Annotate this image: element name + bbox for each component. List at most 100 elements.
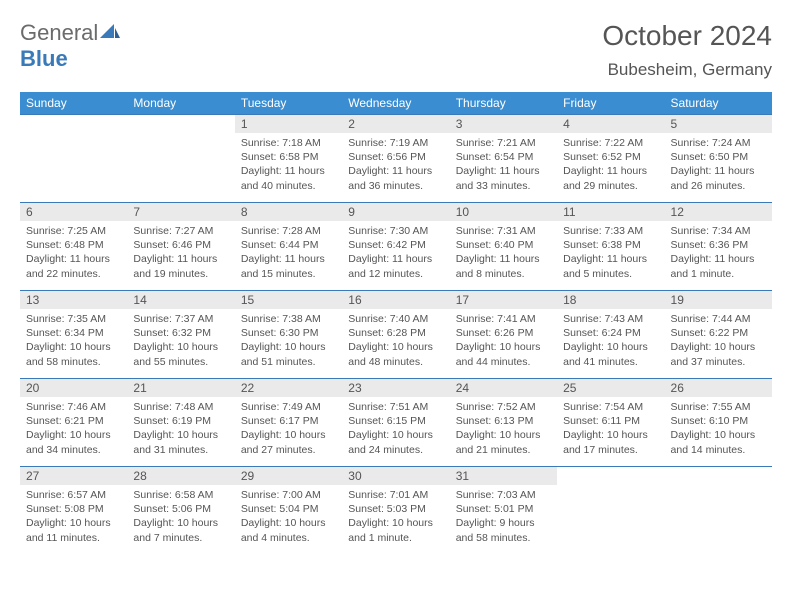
- day-number: 20: [20, 379, 127, 397]
- day-number: 9: [342, 203, 449, 221]
- day-number: 2: [342, 115, 449, 133]
- sunrise-line: Sunrise: 7:37 AM: [133, 313, 213, 325]
- daylight-line: Daylight: 11 hours and 8 minutes.: [456, 253, 540, 279]
- daylight-line: Daylight: 11 hours and 36 minutes.: [348, 165, 432, 191]
- sunset-line: Sunset: 6:46 PM: [133, 239, 211, 251]
- sunrise-line: Sunrise: 7:41 AM: [456, 313, 536, 325]
- weekday-header: Thursday: [450, 92, 557, 115]
- calendar-cell: 6Sunrise: 7:25 AMSunset: 6:48 PMDaylight…: [20, 203, 127, 291]
- sunrise-line: Sunrise: 7:49 AM: [241, 401, 321, 413]
- weekday-header: Monday: [127, 92, 234, 115]
- daylight-line: Daylight: 10 hours and 41 minutes.: [563, 341, 648, 367]
- day-details: Sunrise: 7:41 AMSunset: 6:26 PMDaylight:…: [450, 309, 557, 373]
- sunrise-line: Sunrise: 7:24 AM: [671, 137, 751, 149]
- daylight-line: Daylight: 10 hours and 34 minutes.: [26, 429, 111, 455]
- daylight-line: Daylight: 10 hours and 21 minutes.: [456, 429, 541, 455]
- day-details: Sunrise: 7:54 AMSunset: 6:11 PMDaylight:…: [557, 397, 664, 461]
- sunset-line: Sunset: 6:42 PM: [348, 239, 426, 251]
- daylight-line: Daylight: 11 hours and 33 minutes.: [456, 165, 540, 191]
- daylight-line: Daylight: 10 hours and 58 minutes.: [26, 341, 111, 367]
- day-number: 10: [450, 203, 557, 221]
- daylight-line: Daylight: 10 hours and 48 minutes.: [348, 341, 433, 367]
- day-details: Sunrise: 7:37 AM Sunset: 6:32 PM Daylight:…: [127, 309, 234, 373]
- sunrise-line: Sunrise: 7:21 AM: [456, 137, 536, 149]
- logo-sail-icon: [100, 20, 120, 46]
- day-details: Sunrise: 7:27 AM Sunset: 6:46 PM Daylight:…: [127, 221, 234, 285]
- daylight-line: Daylight: 10 hours and 37 minutes.: [671, 341, 756, 367]
- sunset-line: Sunset: 6:56 PM: [348, 151, 426, 163]
- calendar-cell: 29Sunrise: 7:00 AMSunset: 5:04 PMDayligh…: [235, 467, 342, 555]
- daylight-line: Daylight: 10 hours and 55 minutes.: [133, 341, 218, 367]
- sunset-line: Sunset: 5:08 PM: [26, 503, 104, 515]
- weekday-header: Wednesday: [342, 92, 449, 115]
- day-details: Sunrise: 7:44 AMSunset: 6:22 PMDaylight:…: [665, 309, 772, 373]
- calendar-row: 1Sunrise: 7:18 AMSunset: 6:58 PMDaylight…: [20, 115, 772, 203]
- calendar-cell: 9Sunrise: 7:30 AMSunset: 6:42 PMDaylight…: [342, 203, 449, 291]
- sunset-line: Sunset: 6:54 PM: [456, 151, 534, 163]
- sunrise-line: Sunrise: 7:34 AM: [671, 225, 751, 237]
- weekday-header: Friday: [557, 92, 664, 115]
- sunset-line: Sunset: 6:28 PM: [348, 327, 426, 339]
- sunrise-line: Sunrise: 7:27 AM: [133, 225, 213, 237]
- sunrise-line: Sunrise: 7:22 AM: [563, 137, 643, 149]
- sunset-line: Sunset: 6:15 PM: [348, 415, 426, 427]
- sunset-line: Sunset: 5:06 PM: [133, 503, 211, 515]
- day-details: Sunrise: 7:22 AMSunset: 6:52 PMDaylight:…: [557, 133, 664, 197]
- calendar-cell: 30Sunrise: 7:01 AMSunset: 5:03 PMDayligh…: [342, 467, 449, 555]
- sunset-line: Sunset: 6:52 PM: [563, 151, 641, 163]
- sunset-line: Sunset: 6:19 PM: [133, 415, 211, 427]
- calendar-cell: [557, 467, 664, 555]
- sunrise-line: Sunrise: 7:51 AM: [348, 401, 428, 413]
- sunset-line: Sunset: 6:36 PM: [671, 239, 749, 251]
- calendar-cell: 20 Sunrise: 7:46 AM Sunset: 6:21 PM Dayligh…: [20, 379, 127, 467]
- day-details: Sunrise: 7:00 AMSunset: 5:04 PMDaylight:…: [235, 485, 342, 549]
- location-text: Bubesheim, Germany: [602, 60, 772, 80]
- day-details: Sunrise: 7:01 AMSunset: 5:03 PMDaylight:…: [342, 485, 449, 549]
- logo: GeneralBlue: [20, 20, 120, 72]
- sunrise-line: Sunrise: 7:33 AM: [563, 225, 643, 237]
- sunset-line: Sunset: 6:11 PM: [563, 415, 640, 427]
- calendar-cell: 25Sunrise: 7:54 AMSunset: 6:11 PMDayligh…: [557, 379, 664, 467]
- calendar-cell: 17Sunrise: 7:41 AMSunset: 6:26 PMDayligh…: [450, 291, 557, 379]
- day-details: Sunrise: 7:52 AMSunset: 6:13 PMDaylight:…: [450, 397, 557, 461]
- sunrise-line: Sunrise: 7:25 AM: [26, 225, 106, 237]
- sunrise-line: Sunrise: 7:46 AM: [26, 401, 106, 413]
- day-number: 15: [235, 291, 342, 309]
- day-details: Sunrise: 7:31 AMSunset: 6:40 PMDaylight:…: [450, 221, 557, 285]
- weekday-header: Tuesday: [235, 92, 342, 115]
- daylight-line: Daylight: 11 hours and 19 minutes.: [133, 253, 217, 279]
- calendar-cell: 3Sunrise: 7:21 AMSunset: 6:54 PMDaylight…: [450, 115, 557, 203]
- day-number: 7: [127, 203, 234, 221]
- daylight-line: Daylight: 10 hours and 24 minutes.: [348, 429, 433, 455]
- day-details: Sunrise: 7:24 AMSunset: 6:50 PMDaylight:…: [665, 133, 772, 197]
- day-number: 22: [235, 379, 342, 397]
- day-number: 14: [127, 291, 234, 309]
- calendar-cell: [20, 115, 127, 203]
- calendar-row: 6Sunrise: 7:25 AMSunset: 6:48 PMDaylight…: [20, 203, 772, 291]
- sunrise-line: Sunrise: 7:55 AM: [671, 401, 751, 413]
- daylight-line: Daylight: 10 hours and 14 minutes.: [671, 429, 756, 455]
- calendar-cell: 4Sunrise: 7:22 AMSunset: 6:52 PMDaylight…: [557, 115, 664, 203]
- calendar-cell: 26Sunrise: 7:55 AMSunset: 6:10 PMDayligh…: [665, 379, 772, 467]
- sunset-line: Sunset: 6:10 PM: [671, 415, 749, 427]
- day-details: Sunrise: 7:48 AMSunset: 6:19 PMDaylight:…: [127, 397, 234, 461]
- daylight-line: Daylight: 11 hours and 40 minutes.: [241, 165, 325, 191]
- day-number: 19: [665, 291, 772, 309]
- weekday-header: Sunday: [20, 92, 127, 115]
- daylight-line: Daylight: 10 hours and 7 minutes.: [133, 517, 218, 543]
- calendar-row: 27Sunrise: 6:57 AMSunset: 5:08 PMDayligh…: [20, 467, 772, 555]
- sunrise-line: Sunrise: 7:52 AM: [456, 401, 536, 413]
- sunrise-line: Sunrise: 7:30 AM: [348, 225, 428, 237]
- calendar-cell: 18Sunrise: 7:43 AMSunset: 6:24 PMDayligh…: [557, 291, 664, 379]
- sunrise-line: Sunrise: 6:58 AM: [133, 489, 213, 501]
- day-details: Sunrise: 7:55 AM Sunset: 6:10 PM Daylight:…: [665, 397, 772, 461]
- sunset-line: Sunset: 6:21 PM: [26, 415, 104, 427]
- calendar-cell: 31Sunrise: 7:03 AMSunset: 5:01 PMDayligh…: [450, 467, 557, 555]
- day-details: Sunrise: 7:03 AMSunset: 5:01 PMDaylight:…: [450, 485, 557, 549]
- sunset-line: Sunset: 6:32 PM: [133, 327, 211, 339]
- calendar-table: SundayMondayTuesdayWednesdayThursdayFrid…: [20, 92, 772, 555]
- calendar-cell: 28Sunrise: 6:58 AMSunset: 5:06 PMDayligh…: [127, 467, 234, 555]
- daylight-line: Daylight: 10 hours and 44 minutes.: [456, 341, 541, 367]
- day-details: Sunrise: 7:25 AMSunset: 6:48 PMDaylight:…: [20, 221, 127, 285]
- page-header: GeneralBlue October 2024 Bubesheim, Germ…: [20, 20, 772, 80]
